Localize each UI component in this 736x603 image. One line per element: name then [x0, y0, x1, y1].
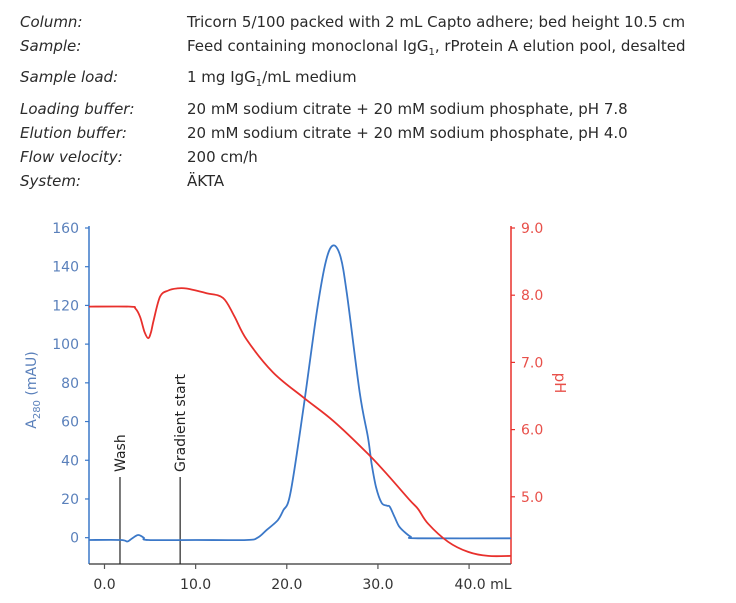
left-tick-label: 40	[61, 453, 79, 469]
condition-value: ÄKTA	[187, 172, 225, 191]
left-tick-label: 80	[61, 376, 79, 392]
condition-label: Sample load:	[20, 68, 119, 87]
x-tick-label: 20.0	[271, 577, 302, 593]
left-axis-label: A280 (mAU)	[24, 351, 43, 429]
right-tick-label: 5.0	[521, 490, 543, 506]
condition-value: 1 mg IgG1/mL medium	[187, 68, 357, 90]
condition-row: Loading buffer: 20 mM sodium citrate + 20…	[20, 97, 685, 121]
x-tick-label: 40.0 mL	[455, 577, 512, 593]
right-tick-label: 6.0	[521, 423, 543, 439]
condition-row: Column: Tricorn 5/100 packed with 2 mL Ca…	[20, 10, 685, 34]
condition-value: Tricorn 5/100 packed with 2 mL Capto adh…	[187, 13, 686, 31]
condition-value: 20 mM sodium citrate + 20 mM sodium phos…	[187, 123, 628, 142]
condition-value: 20 mM sodium citrate + 20 mM sodium phos…	[187, 99, 628, 118]
left-tick-label: 100	[52, 337, 79, 353]
x-tick-label: 10.0	[180, 577, 211, 593]
condition-row: System: ÄKTA	[20, 169, 685, 193]
annotation-label: Wash	[113, 434, 129, 472]
left-tick-label: 20	[61, 492, 79, 508]
left-tick-label: 0	[70, 531, 79, 547]
left-tick-label: 160	[52, 221, 79, 237]
condition-row: Elution buffer: 20 mM sodium citrate + 20…	[20, 121, 685, 145]
right-tick-label: 9.0	[521, 221, 543, 237]
x-tick-label: 0.0	[93, 577, 115, 593]
left-tick-label: 60	[61, 415, 79, 431]
condition-value: Feed containing monoclonal IgG1, rProtei…	[187, 37, 686, 59]
a280-trace	[88, 244, 512, 543]
left-tick-label: 140	[52, 260, 79, 276]
condition-label: Sample:	[20, 37, 82, 56]
right-axis-label: pH	[551, 373, 569, 394]
run-conditions: Column: Tricorn 5/100 packed with 2 mL Ca…	[20, 10, 685, 193]
condition-label: Loading buffer:	[20, 99, 135, 118]
ph-trace	[88, 287, 512, 558]
x-tick-label: 30.0	[362, 577, 393, 593]
right-tick-label: 7.0	[521, 355, 543, 371]
condition-label: System:	[20, 172, 81, 191]
condition-label: Elution buffer:	[20, 123, 127, 142]
condition-value: 200 cm/h	[187, 148, 258, 167]
annotation-label: Gradient start	[173, 373, 189, 472]
condition-row: Sample load: 1 mg IgG1/mL medium	[20, 65, 685, 96]
condition-row: Sample: Feed containing monoclonal IgG1, …	[20, 34, 685, 65]
condition-label: Flow velocity:	[20, 148, 123, 167]
left-tick-label: 120	[52, 298, 79, 314]
right-tick-label: 8.0	[521, 288, 543, 304]
condition-label: Column:	[20, 13, 83, 31]
condition-row: Flow velocity: 200 cm/h	[20, 145, 685, 169]
